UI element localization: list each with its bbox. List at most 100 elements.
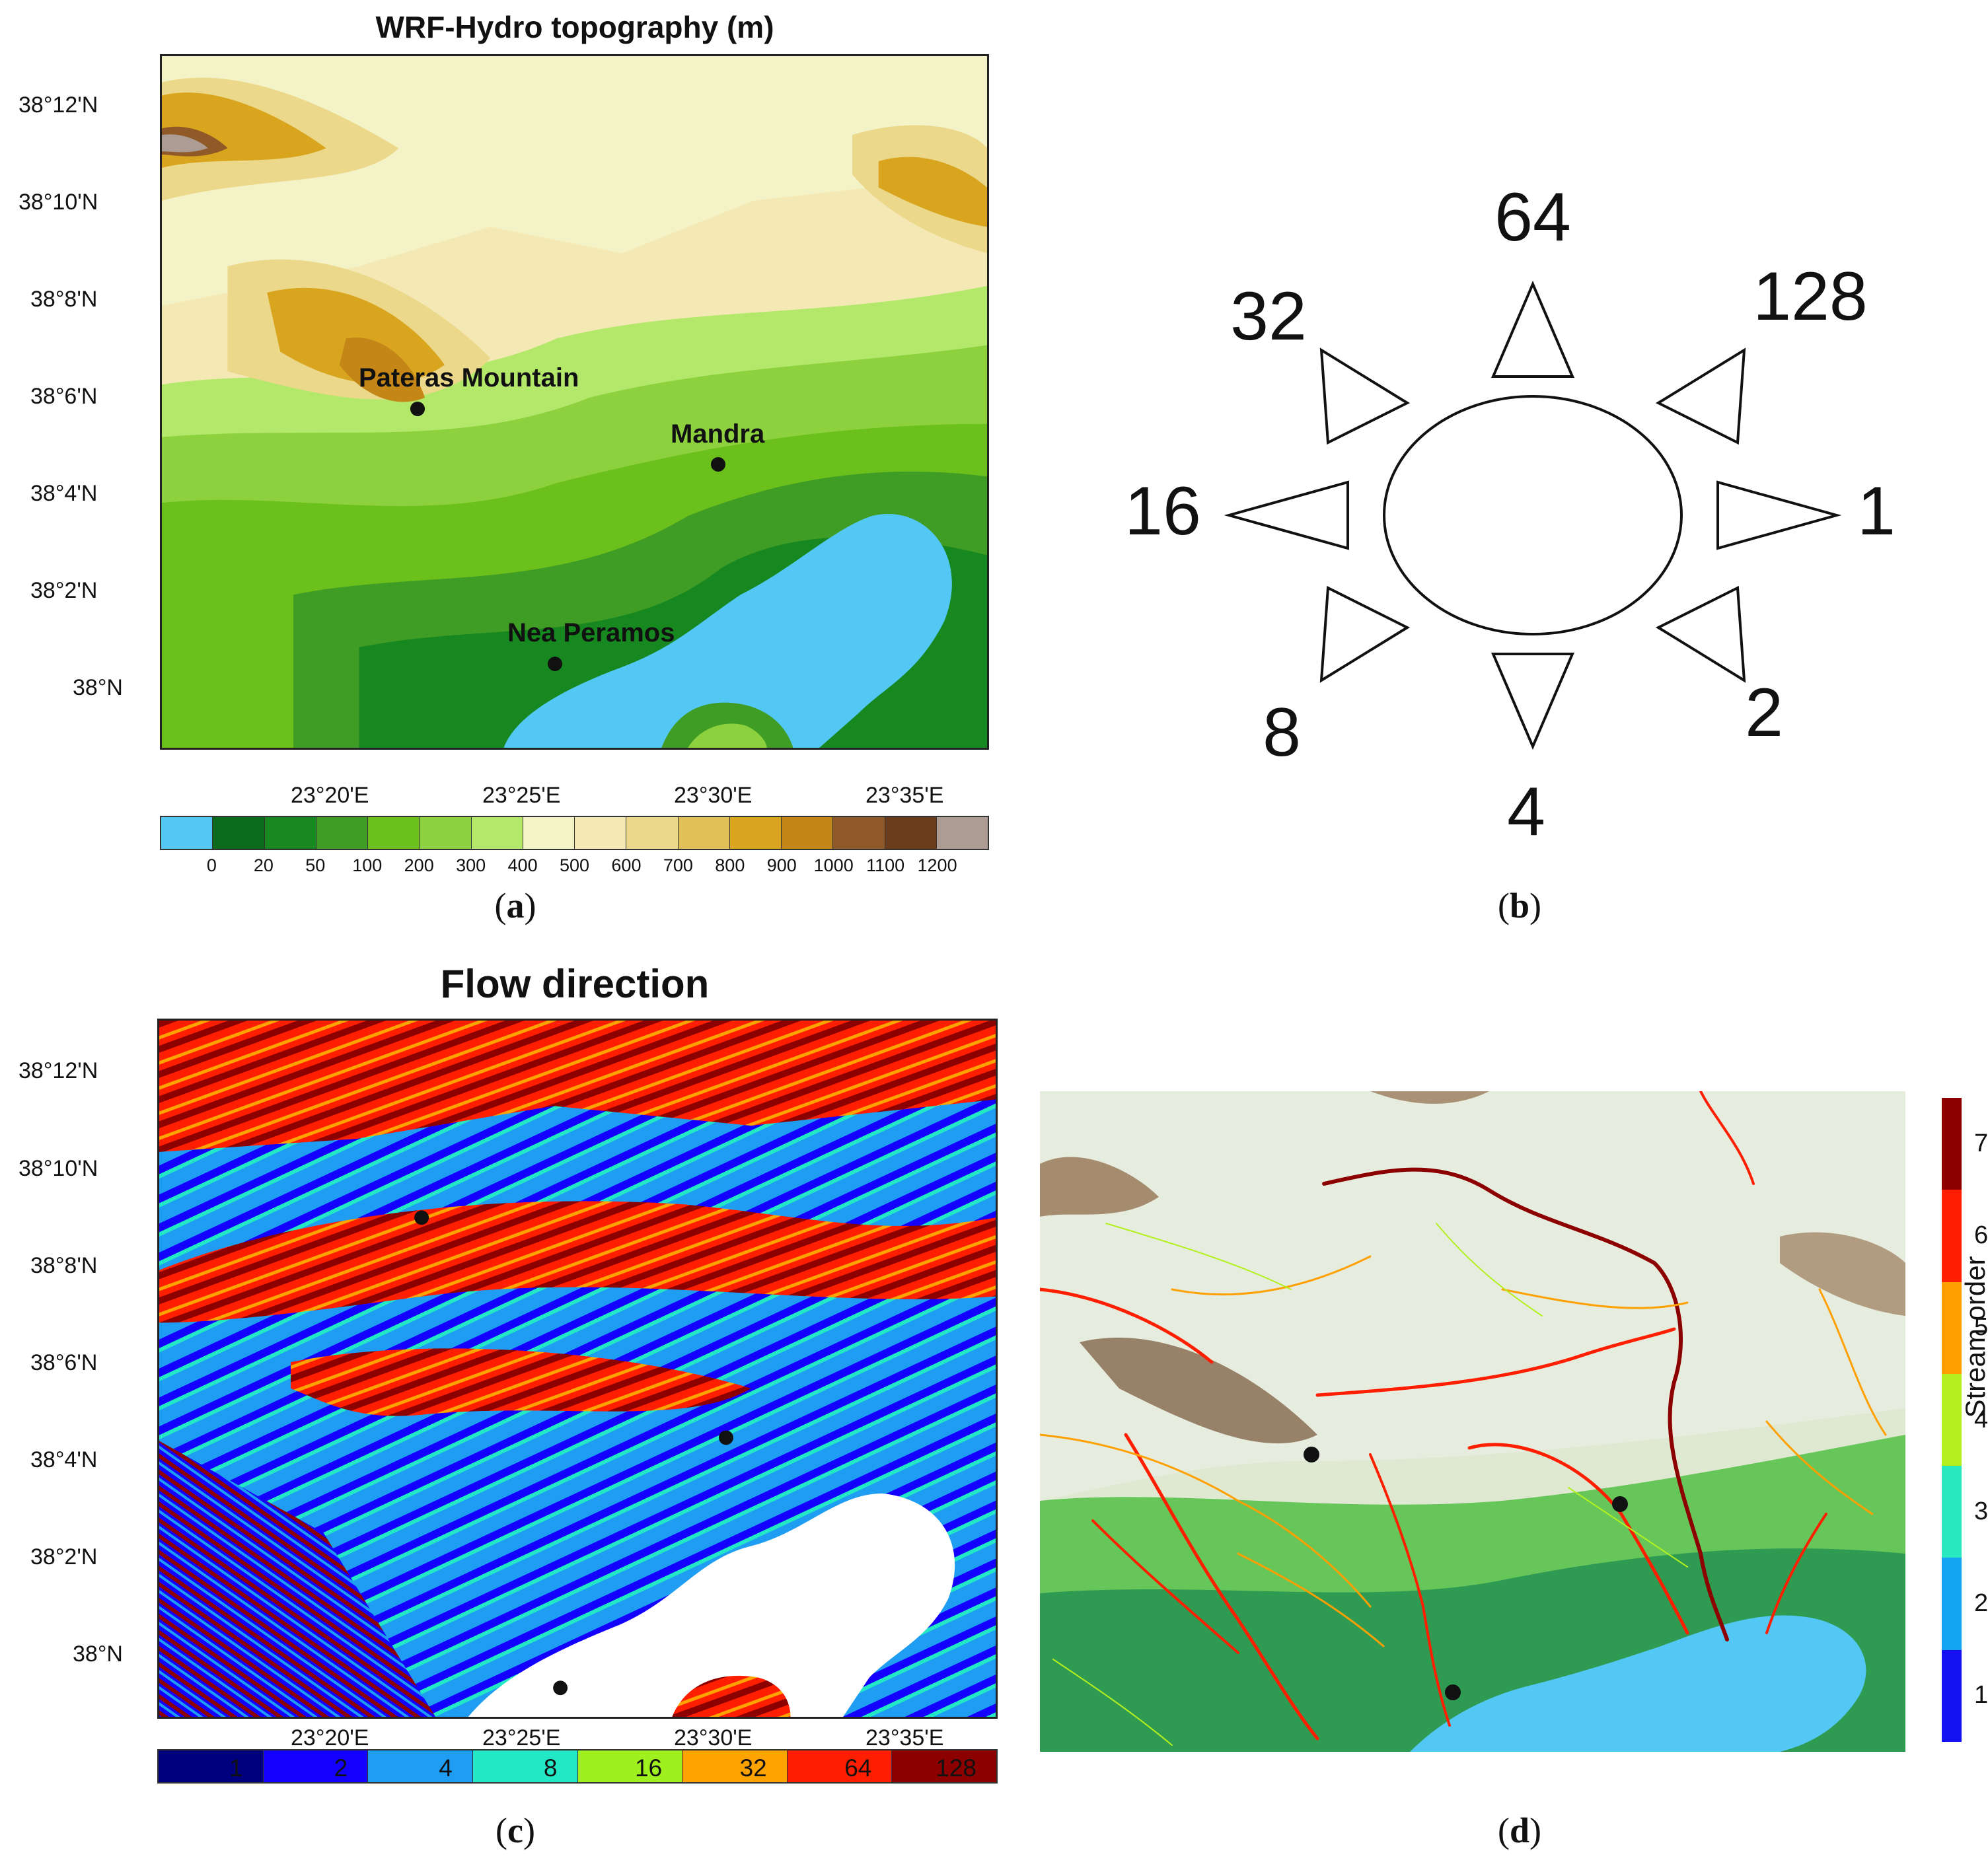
c-lon-label-23-20: 23°20'E — [291, 1725, 369, 1750]
flow-direction-colorbar: 1 2 4 8 16 32 64 128 — [157, 1749, 998, 1784]
arrow-southwest — [1319, 585, 1411, 683]
direction-4: 4 — [1507, 774, 1545, 850]
lat-label-38-6: 38°6'N — [30, 384, 98, 409]
stream-order-colorbar — [1942, 1098, 1962, 1742]
topography-colorbar-swatch — [833, 817, 885, 849]
topography-colorbar-tick: 700 — [663, 855, 693, 875]
topography-colorbar-tick: 100 — [352, 855, 383, 875]
lat-label-38-12: 38°12'N — [18, 92, 98, 118]
pateras-mountain-label: Pateras Mountain — [359, 363, 579, 392]
nea-peramos-marker[interactable] — [548, 657, 562, 671]
lon-label-23-30: 23°30'E — [674, 783, 753, 808]
topography-colorbar-swatch — [782, 817, 834, 849]
panel-c-caption: (c) — [496, 1811, 535, 1850]
flow-direction-map[interactable] — [157, 1019, 998, 1719]
c-lat-label-38: 38°N — [73, 1642, 123, 1667]
mandra-label: Mandra — [671, 419, 765, 449]
lon-label-23-20: 23°20'E — [291, 783, 369, 808]
direction-32: 32 — [1230, 278, 1307, 355]
topography-colorbar-swatch — [368, 817, 420, 849]
topography-colorbar-tick: 400 — [507, 855, 538, 875]
topography-colorbar-swatch — [729, 817, 782, 849]
flow-direction-compass — [1224, 280, 1842, 750]
stream-order-colorbar-tick: 7 — [1974, 1129, 1988, 1157]
flow-direction-colorbar-cell: 4 — [368, 1750, 473, 1782]
panel-a-title: WRF-Hydro topography (m) — [375, 10, 774, 44]
c-lat-label-38-12: 38°12'N — [18, 1058, 98, 1083]
arrow-southeast — [1655, 585, 1746, 683]
flow-direction-colorbar-cell: 2 — [263, 1750, 369, 1782]
topography-colorbar-swatch — [316, 817, 368, 849]
arrow-northeast — [1655, 347, 1746, 445]
topography-colorbar-swatch — [523, 817, 575, 849]
flow-direction-colorbar-cell: 8 — [472, 1750, 578, 1782]
lat-label-38-8: 38°8'N — [30, 287, 98, 312]
c-lat-label-38-4: 38°4'N — [30, 1447, 98, 1472]
flow-direction-colorbar-cell: 1 — [159, 1750, 264, 1782]
stream-order-colorbar-tick: 1 — [1974, 1681, 1988, 1710]
topography-colorbar — [160, 816, 989, 850]
c-lat-label-38-6: 38°6'N — [30, 1350, 98, 1375]
topography-colorbar-swatch — [420, 817, 472, 849]
topography-colorbar-swatch — [213, 817, 265, 849]
lat-label-38-2: 38°2'N — [30, 578, 98, 603]
stream-order-colorbar-tick: 2 — [1974, 1589, 1988, 1618]
topography-colorbar-tick: 600 — [611, 855, 642, 875]
flow-direction-colorbar-cell: 128 — [892, 1750, 996, 1782]
stream-order-colorbar-swatch — [1942, 1098, 1962, 1190]
arrow-west — [1224, 480, 1349, 550]
stream-order-colorbar-title: Stream order — [1960, 1256, 1988, 1418]
topography-colorbar-swatch — [161, 817, 213, 849]
panel-b-caption: (b) — [1497, 886, 1541, 925]
c-lat-label-38-8: 38°8'N — [30, 1253, 98, 1278]
topography-colorbar-tick: 900 — [766, 855, 797, 875]
c-lon-label-23-35: 23°35'E — [865, 1725, 944, 1750]
topography-colorbar-swatch — [575, 817, 627, 849]
lat-label-38-10: 38°10'N — [18, 190, 98, 215]
topography-colorbar-tick: 1000 — [813, 855, 854, 875]
stream-order-colorbar-swatch — [1942, 1281, 1962, 1374]
topography-colorbar-tick: 800 — [715, 855, 745, 875]
stream-order-colorbar-tick: 4 — [1974, 1405, 1988, 1433]
direction-128: 128 — [1753, 258, 1868, 335]
topography-colorbar-tick: 0 — [206, 855, 217, 875]
arrow-south — [1491, 653, 1575, 750]
direction-8: 8 — [1263, 694, 1301, 771]
stream-order-colorbar-swatch — [1942, 1373, 1962, 1466]
topography-colorbar-tick: 50 — [305, 855, 326, 875]
stream-order-colorbar-tick: 5 — [1974, 1313, 1988, 1342]
stream-order-colorbar-tick: 3 — [1974, 1497, 1988, 1525]
topography-map[interactable] — [160, 54, 989, 750]
panel-a-caption: (a) — [494, 886, 536, 925]
stream-order-colorbar-swatch — [1942, 1558, 1962, 1650]
arrow-east — [1716, 480, 1842, 550]
stream-order-colorbar-swatch — [1942, 1466, 1962, 1558]
topography-colorbar-swatch — [885, 817, 937, 849]
topography-colorbar-swatch — [678, 817, 730, 849]
direction-64: 64 — [1494, 179, 1571, 256]
c-lon-label-23-25: 23°25'E — [482, 1725, 561, 1750]
nea-peramos-label: Nea Peramos — [507, 618, 675, 647]
mandra-marker[interactable] — [711, 457, 725, 472]
stream-order-map[interactable] — [1040, 1091, 1905, 1752]
compass-center-ellipse — [1383, 395, 1683, 635]
stream-order-colorbar-swatch — [1942, 1649, 1962, 1742]
direction-16: 16 — [1124, 473, 1201, 550]
panel-d-caption: (d) — [1497, 1811, 1541, 1850]
lon-label-23-25: 23°25'E — [482, 783, 561, 808]
c-lat-label-38-2: 38°2'N — [30, 1544, 98, 1569]
pateras-mountain-marker[interactable] — [410, 402, 425, 416]
topography-colorbar-tick: 200 — [404, 855, 434, 875]
c-lon-label-23-30: 23°30'E — [674, 1725, 753, 1750]
flow-direction-colorbar-cell: 64 — [787, 1750, 893, 1782]
stream-order-canvas — [1040, 1091, 1905, 1752]
topography-map-canvas — [162, 56, 987, 748]
topography-colorbar-swatch — [936, 817, 988, 849]
topography-colorbar-swatch — [626, 817, 679, 849]
c-lat-label-38-10: 38°10'N — [18, 1156, 98, 1181]
lat-label-38-4: 38°4'N — [30, 481, 98, 506]
lat-label-38: 38°N — [73, 675, 123, 700]
lon-label-23-35: 23°35'E — [865, 783, 944, 808]
topography-colorbar-tick: 1100 — [866, 855, 905, 875]
topography-colorbar-swatch — [264, 817, 316, 849]
